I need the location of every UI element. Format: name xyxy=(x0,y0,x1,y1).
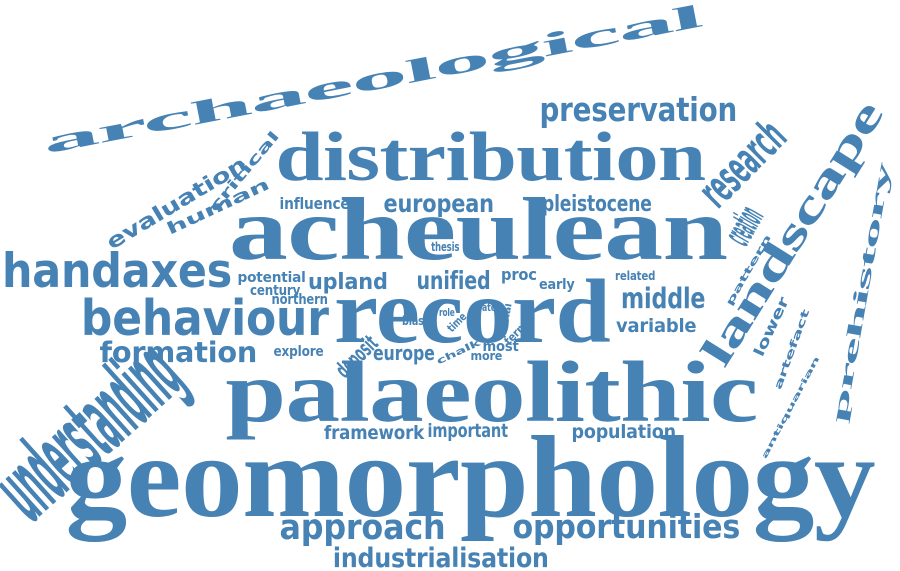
word-most: most xyxy=(482,339,519,355)
word-more: more xyxy=(469,349,502,363)
word-role: role xyxy=(438,308,455,319)
word-opportunities: opportunities xyxy=(511,507,740,546)
word-behaviour: behaviour xyxy=(80,289,329,347)
word-upland: upland xyxy=(307,269,388,295)
word-important: important xyxy=(427,421,508,442)
word-european: european xyxy=(383,189,494,218)
word-record: record xyxy=(334,260,611,362)
word-framework: framework xyxy=(324,423,425,444)
word-late: late xyxy=(479,303,496,314)
word-early: early xyxy=(538,277,575,293)
word-middle: middle xyxy=(621,280,706,315)
word-bias: bias xyxy=(401,314,424,328)
word-handaxes: handaxes xyxy=(1,243,233,299)
word-thesis: thesis xyxy=(431,240,460,254)
word-related: related xyxy=(615,269,656,283)
word-proc: proc xyxy=(500,265,537,284)
word-century: century xyxy=(250,283,301,299)
word-geomorphology: geomorphology xyxy=(64,412,875,542)
word-northern: northern xyxy=(271,292,328,308)
word-pleistocene: pleistocene xyxy=(541,191,652,217)
word-formation: formation xyxy=(99,334,257,369)
word-europe: europe xyxy=(372,341,435,365)
word-distribution: distribution xyxy=(275,118,706,196)
word-preservation: preservation xyxy=(538,90,737,129)
word-approach: approach xyxy=(279,507,445,548)
word-unified: unified xyxy=(415,266,490,295)
word-influence: influence xyxy=(279,194,350,213)
word-palaeolithic: palaeolithic xyxy=(224,344,758,440)
word-explore: explore xyxy=(273,344,324,360)
word-population: population xyxy=(571,422,676,443)
word-potential: potential xyxy=(236,270,306,286)
word-variable: variable xyxy=(615,316,697,337)
word-acheulean: acheulean xyxy=(228,180,728,279)
word-industrialisation: industrialisation xyxy=(332,542,549,571)
